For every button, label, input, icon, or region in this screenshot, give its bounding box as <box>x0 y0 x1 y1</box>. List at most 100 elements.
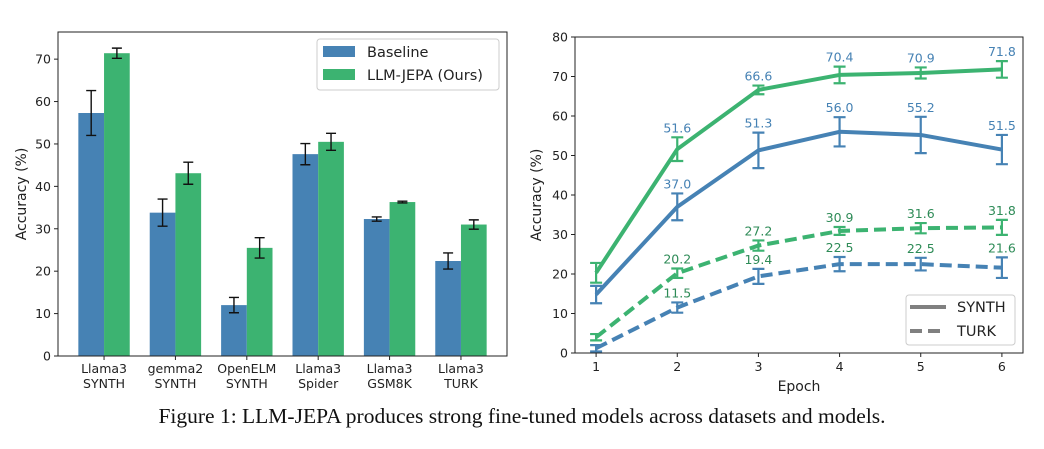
x-tick-label: SYNTH <box>154 376 196 391</box>
legend-label: TURK <box>956 324 997 340</box>
error-bar <box>157 198 168 227</box>
bar-baseline <box>292 154 319 356</box>
legend-label: Baseline <box>367 45 429 61</box>
data-label-llm-jepa-synth: 51.6 <box>663 120 691 135</box>
bar-baseline <box>78 113 105 356</box>
y-tick-label: 50 <box>552 148 568 163</box>
error-bar-llm-jepa-synth <box>995 59 1008 79</box>
legend-label: SYNTH <box>957 300 1006 316</box>
line-llm-jepa-synth <box>594 67 1002 274</box>
bar-llm-jepa <box>318 141 344 356</box>
plot-frame <box>57 31 508 357</box>
data-label-baseline-synth: 51.3 <box>744 116 772 131</box>
error-bar-baseline-turk <box>833 255 846 273</box>
error-bar <box>443 252 454 270</box>
error-bar <box>397 200 408 204</box>
error-bar-baseline-synth <box>914 115 927 155</box>
x-tick-label: 1 <box>592 359 600 374</box>
bar-baseline <box>435 261 461 356</box>
y-tick-label: 40 <box>552 188 568 203</box>
data-label-llm-jepa-turk: 30.9 <box>826 210 854 225</box>
x-tick-label: 5 <box>917 359 925 374</box>
x-tick-label: 4 <box>836 359 844 374</box>
error-bar-baseline-turk <box>671 301 684 314</box>
line-chart: 51.6 66.6 70.4 70.9 71.8 37.0 51.3 56.0 55.2 51.5… <box>529 30 1024 395</box>
x-tick-label: gemma2 <box>148 361 204 376</box>
x-tick-label: 6 <box>998 359 1006 374</box>
y-tick-label: 40 <box>35 179 51 194</box>
bar-baseline <box>149 212 176 356</box>
data-label-llm-jepa-turk: 31.6 <box>907 206 935 221</box>
bar-llm-jepa <box>389 202 416 356</box>
bar-baseline <box>363 219 390 356</box>
error-bar <box>111 47 122 59</box>
data-label-llm-jepa-turk: 20.2 <box>663 251 691 266</box>
x-tick-label: SYNTH <box>226 376 268 391</box>
data-label-baseline-synth: 55.2 <box>907 100 935 115</box>
x-tick-label: Llama3 <box>438 361 484 376</box>
line-baseline-synth <box>594 129 1003 296</box>
error-bar-llm-jepa-turk <box>671 267 684 280</box>
error-bar-baseline-turk <box>590 344 603 353</box>
legend-swatch <box>323 46 355 57</box>
y-tick-label: 20 <box>552 267 568 282</box>
error-bar-baseline-synth <box>590 284 603 305</box>
line-llm-jepa-turk <box>594 225 1002 339</box>
line-baseline-turk <box>595 262 1002 351</box>
data-label-baseline-synth: 51.5 <box>988 118 1016 133</box>
error-bar <box>326 132 337 152</box>
error-bar-baseline-turk <box>995 256 1008 280</box>
y-tick-label: 30 <box>552 227 568 242</box>
y-tick-label: 80 <box>552 30 568 45</box>
error-bar-llm-jepa-synth <box>914 66 927 80</box>
y-axis-label: Accuracy (%) <box>529 149 545 242</box>
y-tick-label: 50 <box>35 136 51 151</box>
y-tick-label: 60 <box>35 94 51 109</box>
y-tick-label: 0 <box>560 346 568 361</box>
x-tick-label: OpenELM <box>217 361 276 376</box>
legend-label: LLM-JEPA (Ours) <box>367 68 483 84</box>
x-tick-label: Llama3 <box>81 361 127 376</box>
error-bar-llm-jepa-synth <box>671 136 684 163</box>
error-bar-llm-jepa-synth <box>752 84 765 96</box>
figure-caption: Figure 1: LLM-JEPA produces strong fine-… <box>158 404 886 428</box>
y-tick-label: 60 <box>552 109 568 124</box>
legend: Baseline LLM-JEPA (Ours) <box>316 38 500 91</box>
data-label-llm-jepa-turk: 27.2 <box>744 223 772 238</box>
x-tick-label: 3 <box>754 359 762 374</box>
error-bar-llm-jepa-turk <box>995 218 1008 236</box>
x-tick-label: GSM8K <box>367 376 412 391</box>
x-tick-label: Llama3 <box>367 361 413 376</box>
y-tick-label: 70 <box>552 69 568 84</box>
error-bar <box>183 161 194 185</box>
legend-box <box>316 38 500 91</box>
error-bar-llm-jepa-turk <box>590 332 603 342</box>
data-label-baseline-turk: 19.4 <box>744 252 772 267</box>
error-bar <box>300 142 311 166</box>
data-label-llm-jepa-synth: 70.4 <box>826 50 854 65</box>
error-bar-baseline-synth <box>995 133 1008 166</box>
error-bar-baseline-turk <box>914 256 927 272</box>
legend: SYNTH TURK <box>905 294 1016 346</box>
bar-llm-jepa <box>246 247 273 356</box>
x-tick-label: Llama3 <box>295 361 341 376</box>
error-bar-baseline-turk <box>752 267 765 285</box>
error-bar <box>371 216 382 222</box>
x-axis-label: Epoch <box>778 379 821 395</box>
y-tick-label: 70 <box>35 52 51 67</box>
legend-swatch <box>323 69 355 80</box>
error-bar-llm-jepa-turk <box>914 221 927 235</box>
bar-llm-jepa <box>460 224 487 356</box>
data-label-baseline-synth: 37.0 <box>663 176 691 191</box>
error-bar-llm-jepa-turk <box>833 225 846 236</box>
error-bar <box>228 296 239 314</box>
data-label-baseline-turk: 22.5 <box>907 241 935 256</box>
error-bar <box>468 219 479 230</box>
data-label-baseline-turk: 11.5 <box>663 285 691 300</box>
bar-llm-jepa <box>104 53 130 356</box>
error-bar <box>86 89 97 137</box>
figure: 010203040506070Llama3SYNTHgemma2SYNTHOpe… <box>14 30 1024 395</box>
y-tick-label: 20 <box>35 264 51 279</box>
error-bar-llm-jepa-synth <box>590 261 603 284</box>
y-tick-label: 0 <box>43 349 51 364</box>
